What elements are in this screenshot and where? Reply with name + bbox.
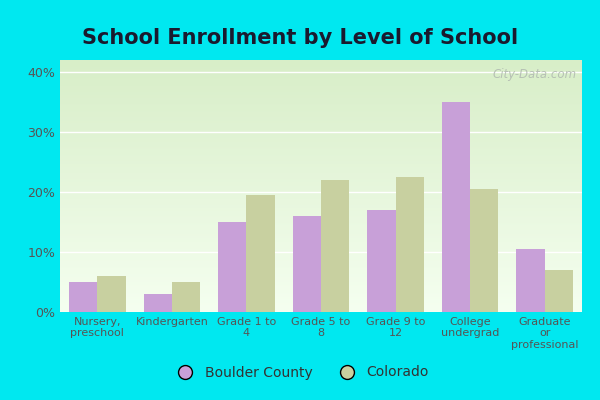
- Bar: [545, 270, 573, 312]
- Bar: [247, 195, 275, 312]
- Bar: [97, 276, 125, 312]
- Bar: [172, 282, 200, 312]
- Bar: [367, 210, 395, 312]
- Bar: [517, 249, 545, 312]
- Bar: [69, 282, 97, 312]
- Bar: [470, 189, 499, 312]
- Bar: [218, 222, 247, 312]
- Bar: [442, 102, 470, 312]
- Bar: [321, 180, 349, 312]
- Bar: [293, 216, 321, 312]
- Bar: [395, 177, 424, 312]
- Bar: [143, 294, 172, 312]
- Legend: Boulder County, Colorado: Boulder County, Colorado: [166, 360, 434, 385]
- Text: City-Data.com: City-Data.com: [493, 68, 577, 80]
- Text: School Enrollment by Level of School: School Enrollment by Level of School: [82, 28, 518, 48]
